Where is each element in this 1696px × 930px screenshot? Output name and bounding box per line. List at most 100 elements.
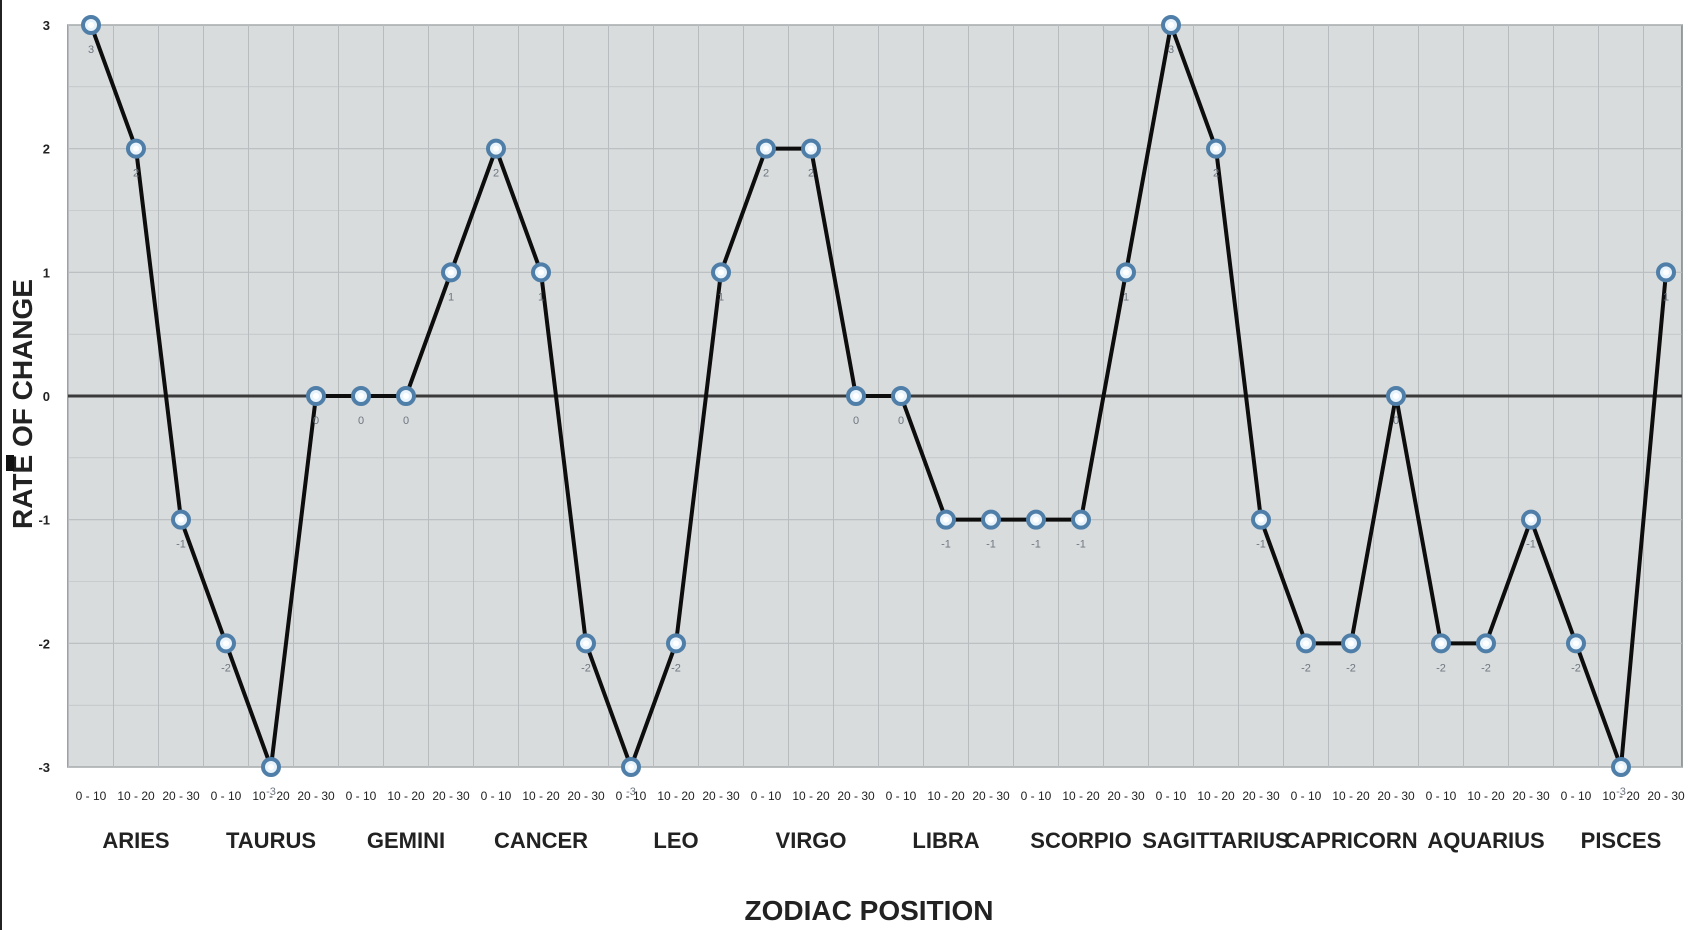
sign-label: CAPRICORN [1284,828,1417,853]
y-tick-label: 0 [43,389,50,404]
sign-label: LEO [653,828,698,853]
data-point-highlight [313,393,319,399]
y-tick-label: -1 [38,513,50,528]
data-point-label: 2 [493,168,499,180]
x-tick-label: 20 - 30 [162,789,200,803]
data-point-highlight [133,145,139,152]
x-tick-label: 0 - 10 [1156,789,1187,803]
x-tick-label: 20 - 30 [1512,789,1550,803]
sign-label: PISCES [1581,828,1662,853]
data-point-highlight [898,393,904,399]
x-tick-label: 0 - 10 [481,789,512,803]
data-point-highlight [853,393,859,399]
data-point-label: 0 [358,415,364,427]
data-point-highlight [943,516,949,523]
data-point-highlight [1213,145,1219,152]
left-border [0,0,2,930]
data-point-label: -2 [221,662,231,674]
data-point-label: -1 [1526,539,1536,551]
data-points: 3 2 -1 -2 -3 0 0 0 1 2 1 -2 -3 -2 1 2 2 0 0 -1 -1 -1 -1 1 3 2 -1 -2… [81,15,1676,798]
sign-label: AQUARIUS [1427,828,1544,853]
x-axis-title: ZODIAC POSITION [745,895,994,926]
data-point-highlight [1393,393,1399,399]
data-point-label: 1 [718,291,724,303]
y-tick-label: 1 [43,265,50,280]
sign-labels: ARIES TAURUS GEMINI CANCER LEO VIRGO LIBRA SCOR… [102,828,1661,853]
data-point-label: 3 [1168,44,1174,56]
data-point-label: -2 [1436,662,1446,674]
y-axis-marker [6,455,14,471]
x-tick-label: 10 - 20 [252,789,290,803]
data-point-highlight [1033,516,1039,523]
data-point-highlight [448,269,454,276]
data-point-label: 2 [133,168,139,180]
data-point-label: 0 [313,415,319,427]
data-point-label: -2 [1571,662,1581,674]
x-tick-label: 10 - 20 [1197,789,1235,803]
data-point-highlight [628,764,634,770]
x-tick-label: 10 - 20 [117,789,155,803]
x-tick-label: 0 - 10 [76,789,107,803]
data-point-label: -1 [176,539,186,551]
y-tick-label: 3 [43,18,50,33]
x-tick-label: 10 - 20 [1467,789,1505,803]
data-point-label: -3 [266,786,276,798]
data-point-label: 3 [88,44,94,56]
x-tick-label: 20 - 30 [1242,789,1280,803]
x-tick-label: 20 - 30 [972,789,1010,803]
data-point-label: -2 [581,662,591,674]
x-tick-label: 20 - 30 [297,789,335,803]
data-point-label: 0 [898,415,904,427]
data-point-label: 1 [538,291,544,303]
x-tick-label: 20 - 30 [567,789,605,803]
x-tick-label: 10 - 20 [522,789,560,803]
x-tick-label: 0 - 10 [1561,789,1592,803]
data-point-highlight [808,145,814,152]
data-point-label: 0 [403,415,409,427]
data-point-label: -2 [1301,662,1311,674]
data-point-highlight [1168,22,1174,28]
data-point-highlight [223,640,229,647]
data-point-label: -1 [1031,539,1041,551]
data-point-label: -1 [941,539,951,551]
data-point-label: -1 [986,539,996,551]
x-tick-label: 0 - 10 [886,789,917,803]
data-point-label: -2 [1346,662,1356,674]
data-point-highlight [538,269,544,276]
data-point-highlight [493,145,499,152]
data-point-highlight [1573,640,1579,647]
y-axis-title: RATE OF CHANGE [7,279,38,529]
x-tick-label: 10 - 20 [927,789,965,803]
data-point-highlight [1123,269,1129,276]
data-point-highlight [1528,516,1534,523]
data-point-label: 2 [808,168,814,180]
data-point-highlight [358,393,364,399]
data-point-label: -2 [1481,662,1491,674]
sign-label: GEMINI [367,828,445,853]
data-point-highlight [1438,640,1444,647]
x-tick-label: 20 - 30 [432,789,470,803]
data-point-highlight [1303,640,1309,647]
sign-label: LIBRA [912,828,979,853]
data-point-highlight [268,764,274,770]
data-point-label: 0 [1393,415,1399,427]
sign-label: ARIES [102,828,169,853]
x-tick-label: 20 - 30 [1377,789,1415,803]
sign-label: SAGITTARIUS [1142,828,1289,853]
data-point-label: 1 [1123,291,1129,303]
x-tick-label: 0 - 10 [616,789,647,803]
data-point-highlight [1348,640,1354,647]
data-point-label: -1 [1256,539,1266,551]
data-point-highlight [673,640,679,647]
data-point-label: -3 [626,786,636,798]
data-point-label: 0 [853,415,859,427]
x-tick-label: 20 - 30 [1107,789,1145,803]
data-point-highlight [1618,764,1624,770]
sign-label: CANCER [494,828,588,853]
data-point-highlight [178,516,184,523]
data-point-highlight [1078,516,1084,523]
x-tick-label: 20 - 30 [702,789,740,803]
y-tick-label: -2 [38,636,50,651]
x-tick-label: 10 - 20 [792,789,830,803]
